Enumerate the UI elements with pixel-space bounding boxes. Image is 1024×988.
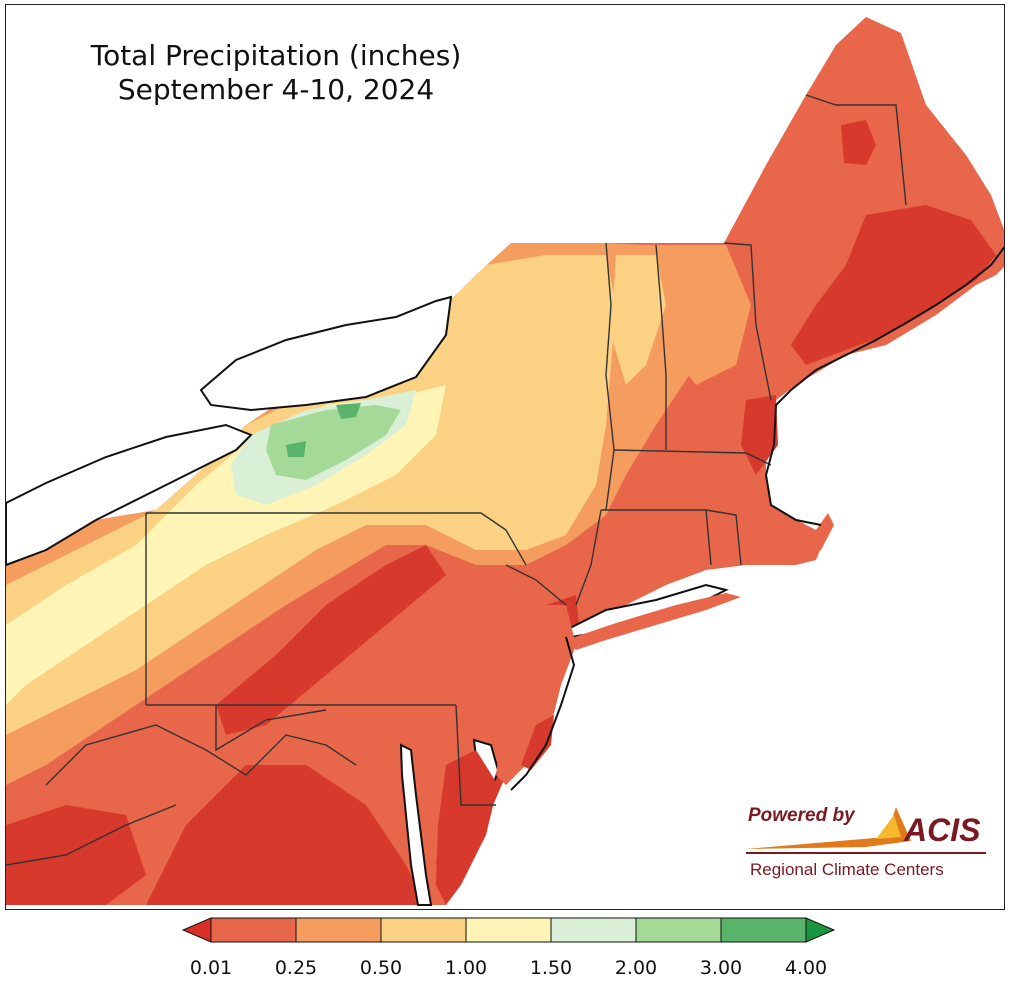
logo-subtitle: Regional Climate Centers [750, 860, 944, 879]
border-ri-ma [705, 509, 742, 566]
state-borders [6, 94, 907, 866]
legend-bins [181, 917, 836, 943]
precipitation-map: Total Precipitation (inches) September 4… [5, 4, 1005, 910]
long-island [566, 593, 741, 650]
patch-pa-ridge [216, 545, 446, 735]
legend-tick-label: 1.00 [445, 957, 487, 979]
legend-tick-label: 4.00 [785, 957, 827, 979]
border-me-west [805, 94, 907, 206]
map-subtitle: September 4-10, 2024 [117, 73, 435, 106]
chesapeake-bay [399, 743, 433, 906]
border-ny-vt [605, 242, 615, 511]
legend-under-arrow [181, 917, 212, 943]
green-ny [266, 405, 401, 480]
border-ny-ct [575, 509, 602, 606]
border-nh-me [723, 242, 772, 401]
legend-bin [210, 917, 297, 943]
legend-bin [720, 917, 807, 943]
new-jersey [496, 605, 576, 785]
patch-west [6, 805, 146, 905]
moderate-vt [611, 255, 666, 385]
legend-tick-label: 3.00 [700, 957, 742, 979]
border-vt-nh [655, 244, 667, 450]
patch-maine-coast [791, 205, 996, 365]
legend-tick-label: 1.50 [530, 957, 572, 979]
legend-bin [295, 917, 382, 943]
border-nj-pa [505, 564, 567, 606]
legend-tick-label: 0.01 [190, 957, 232, 979]
border-wv-va [45, 724, 357, 786]
legend-bin [380, 917, 467, 943]
lake-ontario [199, 295, 453, 412]
coast-nj [510, 636, 576, 791]
cape-cod [766, 513, 834, 565]
legend-bin [465, 917, 552, 943]
legend-tick-label: 2.00 [615, 957, 657, 979]
legend-over-arrow [805, 917, 836, 943]
legend-bin [550, 917, 637, 943]
band-vt-nh [646, 245, 751, 385]
patch-virginia [146, 765, 426, 905]
logo-brand: ACIS [903, 812, 981, 848]
nj-red [521, 715, 554, 770]
dark-green-ny [336, 403, 361, 419]
border-ny-pa [146, 512, 527, 566]
lake-erie [6, 423, 253, 567]
dark-green-band [286, 403, 361, 457]
delmarva-land [436, 750, 498, 905]
map-canvas [6, 17, 1004, 909]
border-md-pa [215, 705, 327, 752]
green-band [266, 405, 401, 480]
map-title: Total Precipitation (inches) [90, 39, 462, 72]
legend-tick-label: 0.50 [360, 957, 402, 979]
border-ma-north [613, 449, 772, 466]
water-bodies [6, 295, 729, 906]
border-va-south [6, 804, 177, 866]
border-de [455, 704, 496, 806]
legend-tick-labels: 0.01 0.25 0.50 1.00 1.50 2.00 3.00 4.00 [190, 957, 827, 979]
coastline [510, 246, 1004, 791]
coastal-land [436, 513, 834, 905]
coast-maine [764, 246, 1004, 526]
patch-maine-north [841, 120, 876, 165]
dark-green-ny2 [286, 441, 306, 457]
logo-powered-by: Powered by [748, 805, 856, 826]
legend-bin [635, 917, 722, 943]
legend-tick-label: 0.25 [275, 957, 317, 979]
acis-logo: Powered by ACIS Regional Climate Centers [746, 805, 986, 879]
logo-swoosh-icon [746, 807, 911, 849]
